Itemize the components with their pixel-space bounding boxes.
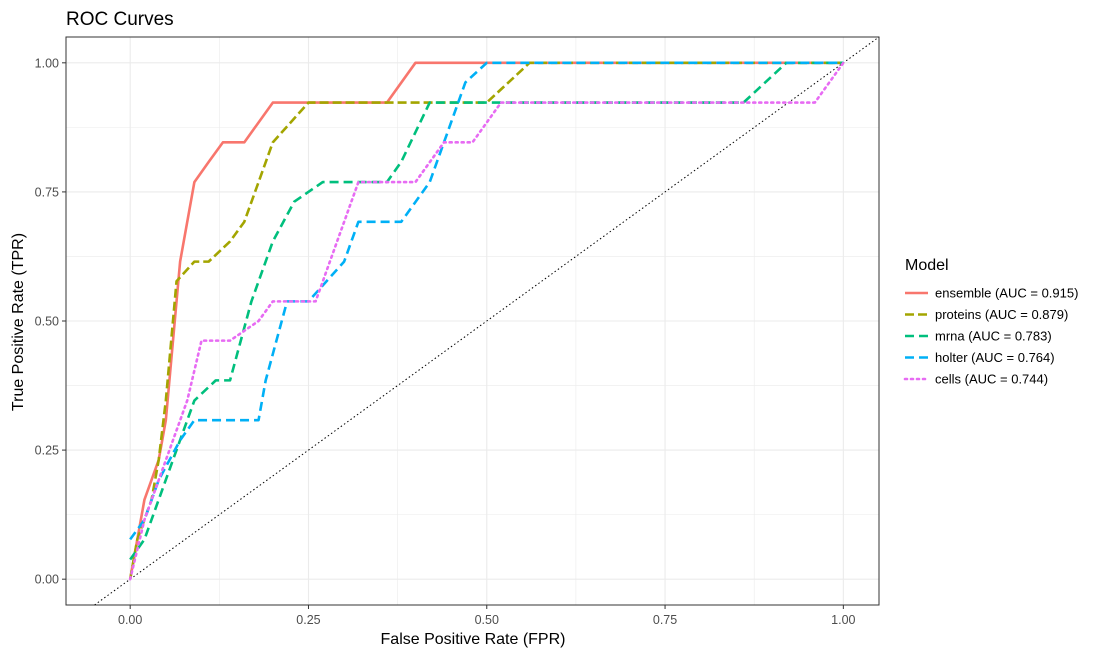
y-tick-label: 0.25 xyxy=(35,444,59,458)
x-axis-title: False Positive Rate (FPR) xyxy=(381,631,566,648)
series-line-proteins xyxy=(128,61,844,580)
legend-label: mrna (AUC = 0.783) xyxy=(935,329,1052,344)
x-tick-label: 0.50 xyxy=(475,613,499,627)
x-tick-label: 0.25 xyxy=(296,613,320,627)
y-tick-label: 0.50 xyxy=(35,315,59,329)
legend-label: cells (AUC = 0.744) xyxy=(935,372,1048,387)
x-axis-ticks: 0.00 0.25 0.50 0.75 1.00 xyxy=(118,605,856,627)
series-line-mrna xyxy=(129,61,844,561)
y-axis-title: True Positive Rate (TPR) xyxy=(10,233,27,411)
legend-label: ensemble (AUC = 0.915) xyxy=(935,286,1078,301)
y-tick-label: 1.00 xyxy=(35,56,59,70)
legend-label: holter (AUC = 0.764) xyxy=(935,350,1055,365)
x-tick-label: 0.00 xyxy=(118,613,142,627)
series-line-cells xyxy=(128,61,845,581)
chart-title: ROC Curves xyxy=(66,9,174,30)
legend: ensemble (AUC = 0.915) proteins (AUC = 0.… xyxy=(903,286,1078,387)
x-tick-label: 0.75 xyxy=(653,613,677,627)
legend-title: Model xyxy=(905,257,949,274)
reference-diagonal xyxy=(94,36,880,606)
y-tick-label: 0.00 xyxy=(35,573,59,587)
y-tick-label: 0.75 xyxy=(35,185,59,199)
x-tick-label: 1.00 xyxy=(831,613,855,627)
gridlines xyxy=(66,37,879,605)
y-axis-ticks: 0.00 0.25 0.50 0.75 1.00 xyxy=(35,56,66,587)
series-lines xyxy=(128,61,845,581)
series-line-holter xyxy=(129,61,844,541)
reference-diagonal-line xyxy=(94,36,880,606)
legend-label: proteins (AUC = 0.879) xyxy=(935,307,1068,322)
